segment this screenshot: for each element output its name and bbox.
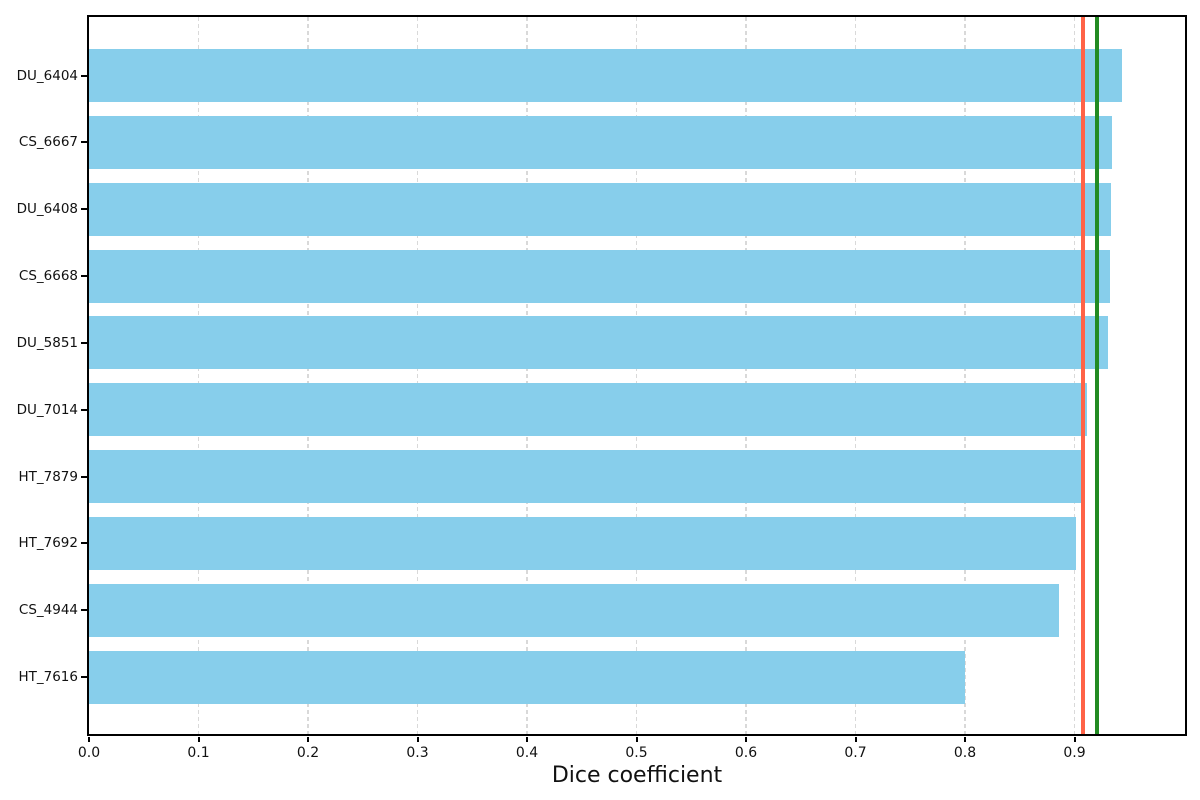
bar-HT_7879 (89, 450, 1083, 504)
x-tick (854, 737, 857, 742)
grid-line (416, 17, 419, 734)
y-tick-label-HT_7879: HT_7879 (18, 468, 78, 485)
bar-CS_6668 (89, 249, 1110, 303)
x-tick (197, 737, 200, 742)
x-tick (964, 737, 966, 742)
grid-line (1073, 17, 1076, 734)
x-tick-label: 0.9 (1063, 745, 1086, 761)
x-tick (526, 737, 528, 742)
x-tick-label: 0.2 (296, 745, 320, 761)
red-line (1081, 17, 1086, 734)
x-tick (416, 737, 419, 742)
bar-DU_6404 (89, 49, 1122, 102)
y-tick (81, 408, 87, 411)
x-tick (307, 737, 309, 742)
grid-line (635, 17, 638, 734)
green-line (1095, 17, 1100, 734)
x-tick-label: 0.6 (734, 745, 758, 761)
y-tick-label-CS_4944: CS_4944 (18, 602, 78, 619)
x-tick-label: 0.3 (406, 745, 429, 761)
x-tick-label: 0.0 (77, 745, 101, 761)
x-tick-label: 0.7 (844, 745, 867, 761)
y-tick (81, 609, 87, 612)
bar-CS_6667 (89, 115, 1112, 169)
y-tick-label-DU_7014: DU_7014 (16, 401, 78, 418)
y-tick (81, 141, 87, 144)
grid-line (526, 17, 528, 734)
grid-line (854, 17, 857, 734)
bar-DU_7014 (89, 383, 1087, 437)
y-tick (81, 341, 87, 344)
bar-DU_6408 (89, 182, 1111, 236)
grid-line (197, 17, 200, 734)
x-tick (635, 737, 638, 742)
bar-HT_7616 (89, 650, 965, 704)
y-tick-label-CS_6668: CS_6668 (18, 268, 78, 285)
bar-CS_4944 (89, 583, 1060, 637)
y-tick (81, 208, 87, 211)
y-tick-label-DU_6408: DU_6408 (16, 201, 78, 218)
grid-line (964, 17, 966, 734)
x-axis-title: Dice coefficient (551, 763, 723, 788)
grid-line (745, 17, 747, 734)
y-tick-label-HT_7692: HT_7692 (18, 535, 78, 552)
y-tick (81, 676, 87, 679)
x-tick-label: 0.4 (515, 745, 539, 761)
x-tick (1073, 737, 1076, 742)
bar-DU_5851 (89, 316, 1109, 370)
grid-line (307, 17, 309, 734)
y-tick (81, 74, 87, 77)
y-tick (81, 542, 87, 545)
x-tick (88, 737, 90, 742)
x-tick (745, 737, 747, 742)
y-tick-label-DU_5851: DU_5851 (16, 334, 78, 351)
y-tick (81, 475, 87, 478)
plot-area (87, 15, 1187, 736)
bar-HT_7692 (89, 516, 1076, 570)
x-tick-label: 0.1 (187, 745, 210, 761)
y-tick-label-HT_7616: HT_7616 (18, 669, 78, 686)
y-tick-label-CS_6667: CS_6667 (18, 134, 78, 151)
x-tick-label: 0.5 (625, 745, 648, 761)
y-tick (81, 275, 87, 278)
x-tick-label: 0.8 (953, 745, 977, 761)
y-tick-label-DU_6404: DU_6404 (16, 67, 78, 84)
